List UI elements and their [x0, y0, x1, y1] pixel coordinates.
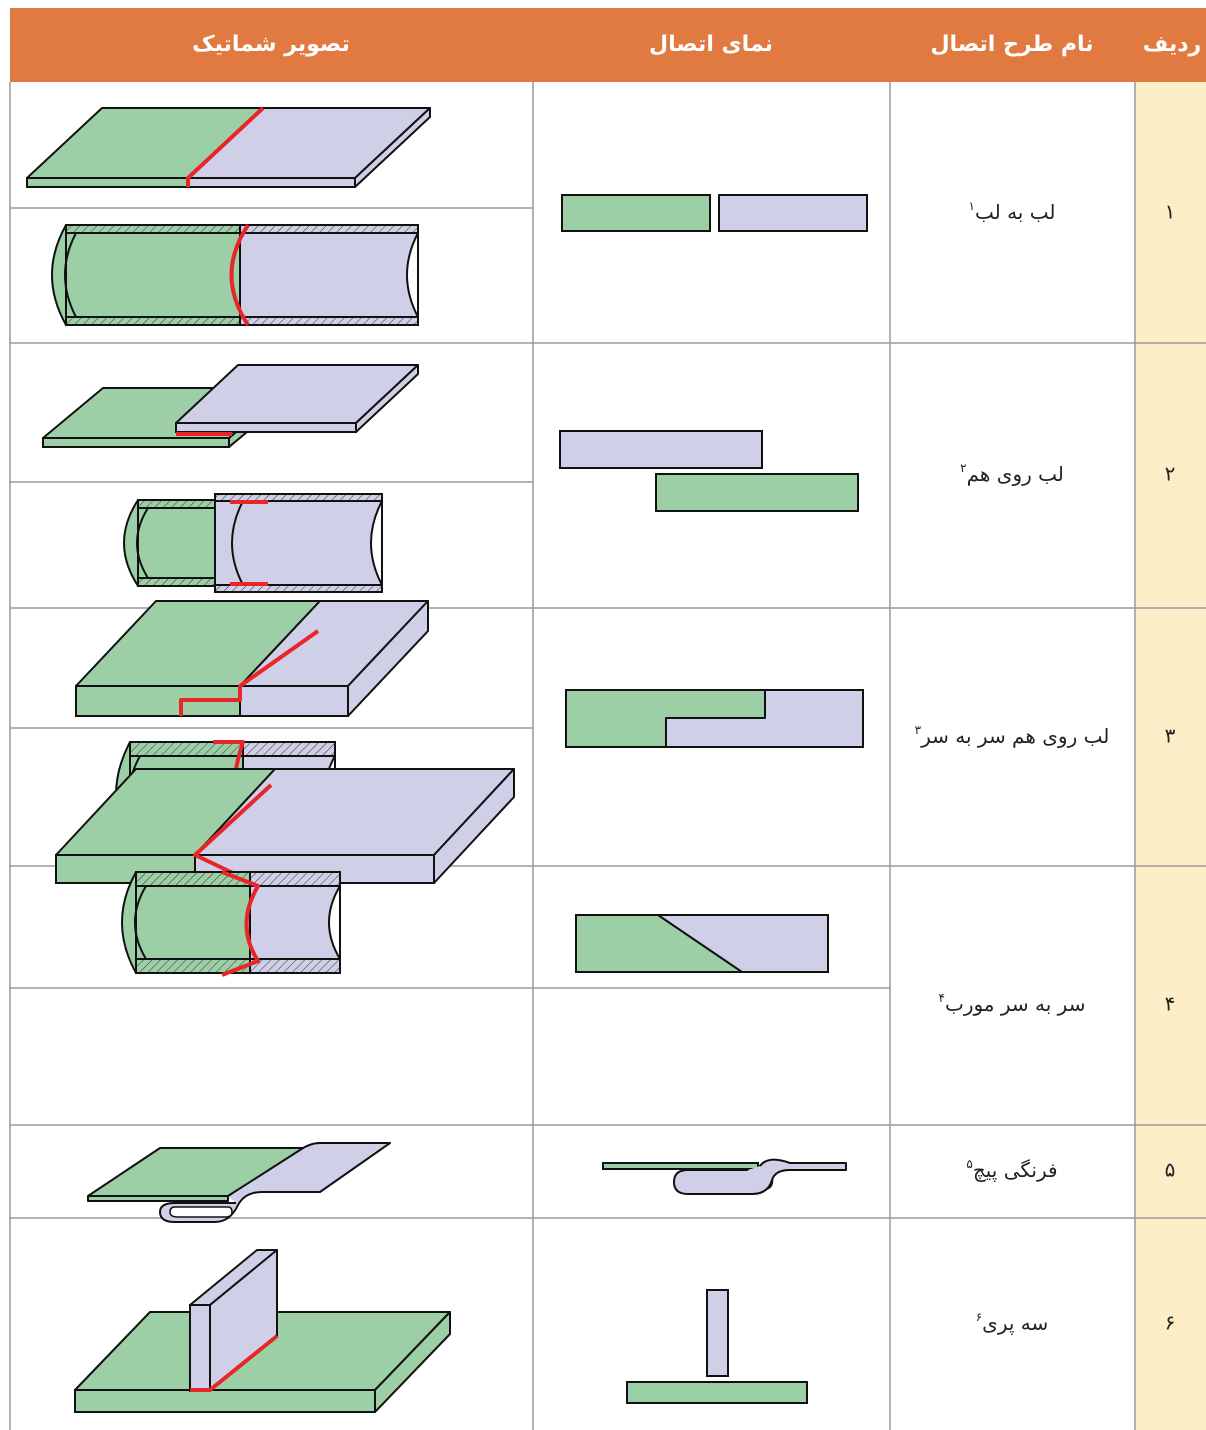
row-number: ۳	[1165, 724, 1176, 748]
weld-line	[186, 106, 265, 187]
number-column	[1135, 82, 1206, 1430]
joint-name: لب روی هم۲	[960, 461, 1064, 486]
shape	[65, 316, 241, 326]
shape	[575, 914, 743, 973]
shape	[239, 224, 419, 234]
row-number: ۵	[1165, 1158, 1176, 1182]
shape	[169, 1206, 233, 1218]
shape	[187, 177, 356, 188]
shape	[239, 316, 419, 326]
shape	[74, 1389, 376, 1413]
weld-line	[230, 500, 268, 586]
shape	[706, 1289, 729, 1377]
shape	[231, 500, 244, 586]
shape	[239, 232, 419, 318]
row-number: ۶	[1165, 1311, 1176, 1335]
shape	[135, 885, 251, 960]
footnote-mark: ۶	[976, 1310, 982, 1324]
joint-name: لب روی هم سر به سر۳	[915, 723, 1110, 748]
weld-line	[179, 629, 320, 716]
shape	[559, 430, 763, 469]
joint-name-text: لب روی هم سر به سر	[920, 724, 1109, 748]
shape	[242, 741, 336, 757]
shape	[328, 885, 341, 960]
shape	[65, 224, 241, 234]
shape	[136, 507, 149, 579]
shape	[123, 499, 139, 587]
shape	[718, 194, 868, 232]
shape	[374, 1311, 451, 1413]
shape	[214, 493, 383, 502]
shape	[87, 1195, 229, 1202]
shape	[406, 232, 419, 318]
shape	[214, 584, 383, 593]
footnote-mark: ۳	[915, 723, 922, 737]
shape	[626, 1381, 808, 1404]
shape	[65, 232, 241, 318]
joint-name: لب به لب۱	[969, 199, 1056, 224]
joint-name-text: لب روی هم	[967, 462, 1064, 486]
shape	[189, 1304, 211, 1392]
joint-name: سر به سر مورب۴	[939, 991, 1086, 1016]
header-cell: نام طرح اتصال	[930, 32, 1093, 57]
header-cell: تصویر شماتیک	[192, 32, 350, 57]
shape	[673, 1158, 847, 1195]
footnote-mark: ۱	[969, 199, 975, 213]
joint-name-text: لب به لب	[975, 200, 1055, 224]
shape	[354, 107, 431, 188]
shape	[249, 871, 341, 887]
joint-name-text: سه پری	[982, 1311, 1048, 1336]
shape	[129, 741, 244, 757]
header-cell: ردیف	[1143, 32, 1201, 57]
shape	[26, 177, 189, 188]
shape	[121, 871, 137, 974]
shape	[134, 885, 147, 960]
shape	[175, 364, 419, 424]
shape	[64, 232, 77, 318]
footnote-mark: ۵	[966, 1157, 972, 1171]
shape	[249, 958, 341, 974]
joint-name: سه پری۶	[976, 1310, 1049, 1336]
joint-name: فرنگی پیچ۵	[966, 1157, 1057, 1183]
shape	[347, 600, 429, 717]
shape	[239, 685, 349, 717]
shape	[249, 885, 341, 960]
shape	[42, 437, 230, 448]
shape	[51, 224, 67, 326]
weld-line	[190, 1334, 279, 1392]
shape	[655, 473, 859, 512]
footnote-mark: ۴	[939, 991, 945, 1005]
shape	[355, 364, 419, 433]
shape	[602, 1162, 759, 1170]
joint-name-text: سر به سر مورب	[945, 992, 1085, 1016]
drawings	[26, 106, 868, 1413]
shape	[561, 194, 711, 232]
joint-name-text: فرنگی پیچ	[973, 1158, 1058, 1183]
shape	[433, 768, 515, 884]
weld-line	[221, 870, 260, 977]
header-cell: نمای اتصال	[649, 32, 773, 57]
shape	[214, 500, 383, 586]
footnote-mark: ۲	[960, 461, 966, 475]
shape	[565, 689, 766, 748]
row-number: ۲	[1165, 462, 1176, 486]
header-bar	[10, 8, 1206, 82]
shape	[370, 500, 383, 586]
weld-line	[229, 223, 250, 327]
row-number: ۴	[1165, 992, 1176, 1016]
shape	[175, 422, 357, 433]
row-number: ۱	[1165, 200, 1176, 224]
